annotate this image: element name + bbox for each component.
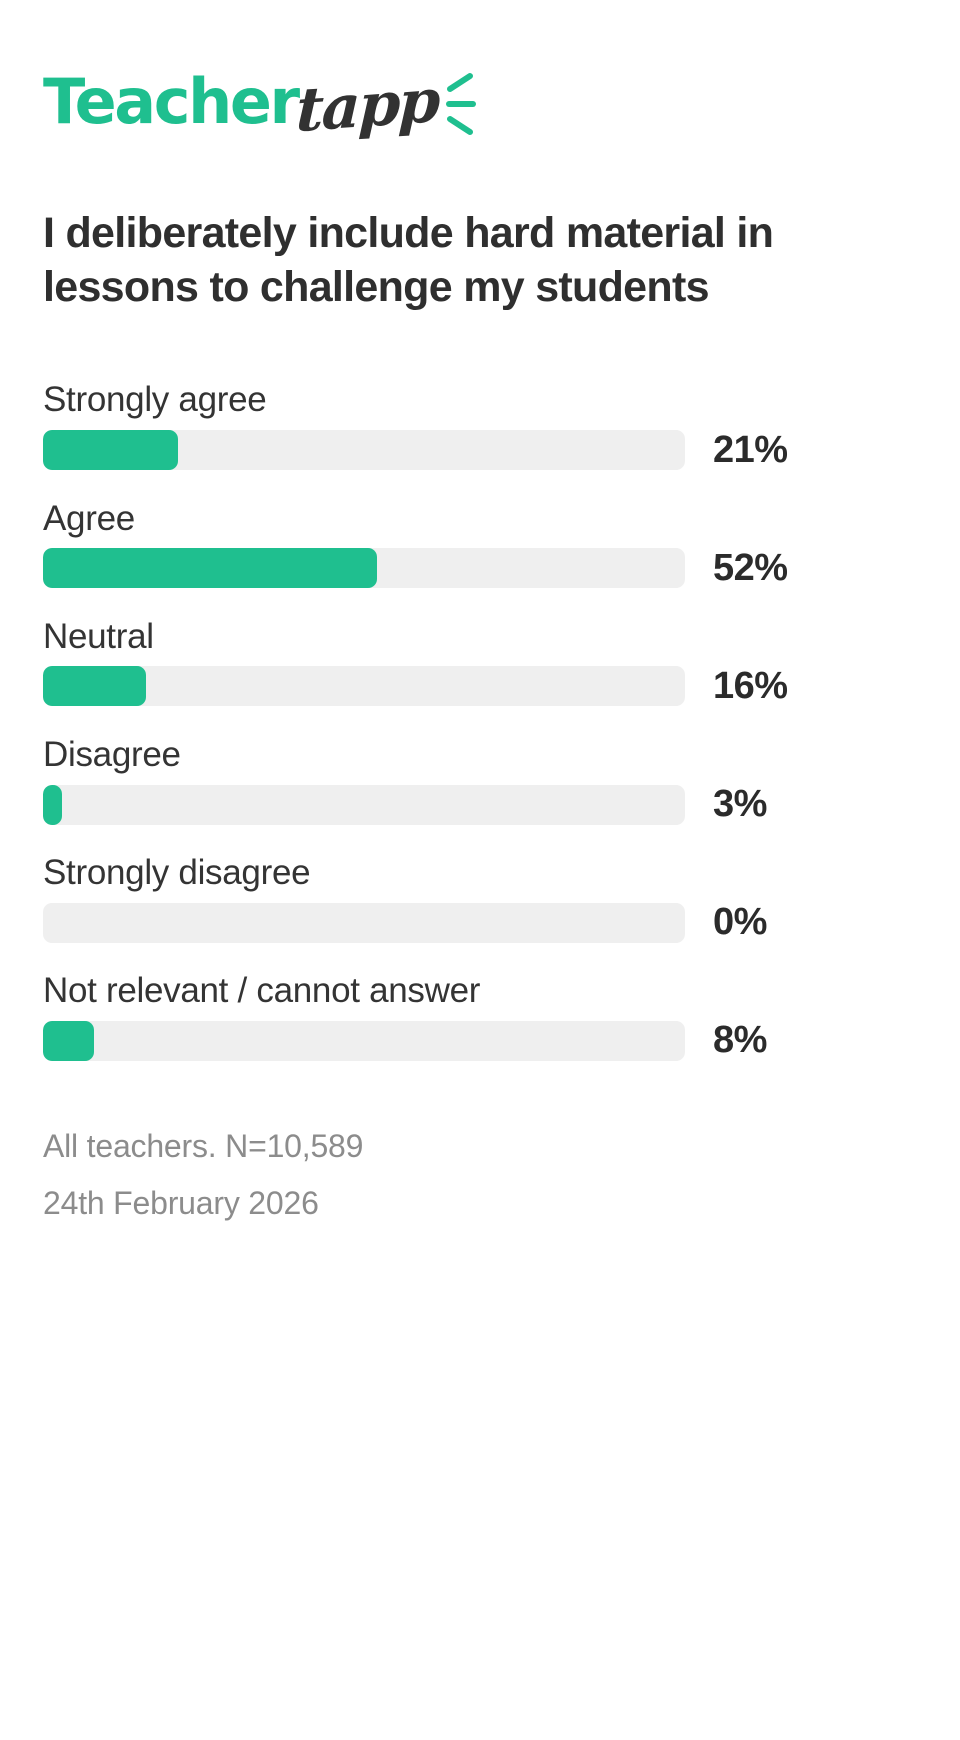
- result-row: Not relevant / cannot answer 8%: [43, 971, 917, 1062]
- result-bar-line: 21%: [43, 429, 917, 472]
- publication-date-text: 24th February 2026: [43, 1185, 319, 1222]
- bar-track: [43, 1020, 685, 1061]
- sparkle-lines-icon: [444, 69, 478, 139]
- sample-size-text: All teachers. N=10,589: [43, 1128, 364, 1165]
- logo-word-teacher: Teacher: [43, 65, 300, 138]
- result-label: Not relevant / cannot answer: [43, 971, 481, 1011]
- footer: All teachers. N=10,589 24th February 202…: [43, 1130, 917, 1219]
- question-title: I deliberately include hard material in …: [43, 209, 774, 312]
- result-row: Strongly disagree 0%: [43, 853, 917, 944]
- teachertapp-logo: Teacher tapp: [43, 0, 917, 150]
- result-percentage: 52%: [713, 546, 788, 589]
- bar-track: [43, 784, 685, 825]
- result-percentage: 3%: [713, 783, 767, 826]
- bar-track: [43, 902, 685, 943]
- result-row: Agree 52%: [43, 499, 917, 590]
- result-label: Strongly disagree: [43, 853, 311, 893]
- bar-fill: [43, 1020, 95, 1061]
- result-label: Agree: [43, 498, 135, 538]
- bar-track: [43, 548, 685, 589]
- result-bar-line: 52%: [43, 547, 917, 590]
- result-row: Strongly agree 21%: [43, 380, 917, 471]
- result-percentage: 0%: [713, 901, 767, 944]
- result-row: Neutral 16%: [43, 617, 917, 708]
- result-percentage: 8%: [713, 1019, 767, 1062]
- result-label: Strongly agree: [43, 380, 267, 420]
- result-bar-line: 8%: [43, 1019, 917, 1062]
- bar-fill: [43, 666, 146, 707]
- bar-track: [43, 666, 685, 707]
- result-label: Neutral: [43, 616, 154, 656]
- bar-fill: [43, 430, 178, 471]
- result-bar-line: 16%: [43, 665, 917, 708]
- bar-fill: [43, 784, 63, 825]
- results-list: Strongly agree 21% Agree 52% Neutral: [43, 380, 917, 1062]
- logo-word-tapp: tapp: [294, 65, 440, 147]
- bar-track: [43, 430, 685, 471]
- result-bar-line: 3%: [43, 783, 917, 826]
- result-bar-line: 0%: [43, 901, 917, 944]
- result-percentage: 21%: [713, 428, 788, 471]
- result-percentage: 16%: [713, 664, 788, 707]
- result-row: Disagree 3%: [43, 735, 917, 826]
- bar-fill: [43, 548, 377, 589]
- result-label: Disagree: [43, 734, 181, 774]
